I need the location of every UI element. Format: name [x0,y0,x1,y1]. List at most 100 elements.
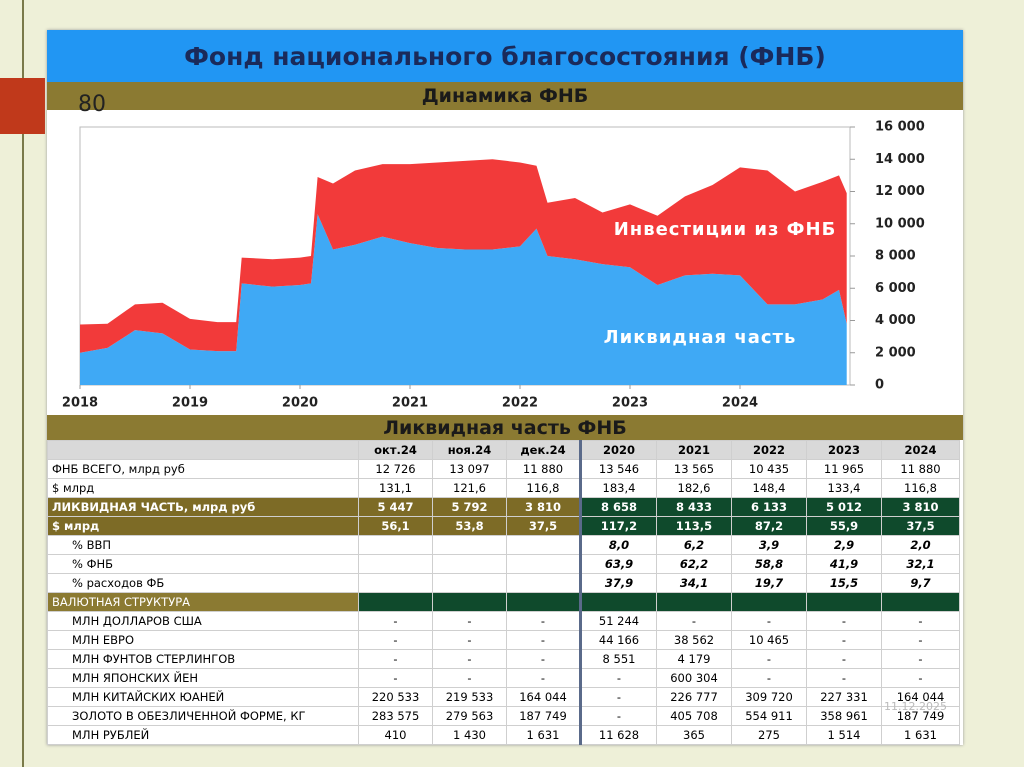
table-cell: 5 447 [358,497,433,517]
table-cell: - [731,611,807,631]
table-cell: 34,1 [656,573,732,593]
row-label: $ млрд [47,516,359,536]
y-tick-label: 14 000 [875,152,925,167]
table-cell [806,592,882,612]
table-cell: 3,9 [731,535,807,555]
table-cell [506,554,581,574]
table-cell: 13 546 [579,459,657,479]
series-label: Инвестиции из ФНБ [613,219,837,240]
row-label: % ФНБ [47,554,359,574]
table-cell: 32,1 [881,554,960,574]
table-cell [579,592,657,612]
table-row: МЛН РУБЛЕЙ 410 1 430 1 631 11 628 365 275 1 514… [47,725,960,745]
header-cell: 2021 [656,440,732,460]
table-cell: 9,7 [881,573,960,593]
table-cell: - [506,668,581,688]
header-cell: 2024 [881,440,960,460]
table-cell: 11 880 [506,459,581,479]
x-tick-label: 2018 [62,396,98,411]
table-cell: 116,8 [881,478,960,498]
table-cell: 1 631 [506,725,581,745]
table-cell: 133,4 [806,478,882,498]
row-label: % расходов ФБ [47,573,359,593]
table-cell: 365 [656,725,732,745]
table-row: МЛН ЕВРО - - -44 166 38 562 10 465- - [47,630,960,650]
header-cell: 2022 [731,440,807,460]
table-cell [432,592,507,612]
table-row: $ млрд 131,1 121,6 116,8 183,4 182,6 148,4 133,… [47,478,960,498]
table-cell [506,573,581,593]
table-cell: 113,5 [656,516,732,536]
table-cell: 187 749 [506,706,581,726]
accent-block [0,78,45,134]
header-cell: окт.24 [358,440,433,460]
table-cell: - [881,668,960,688]
header-cell: дек.24 [506,440,581,460]
y-tick-label: 6 000 [875,281,916,296]
row-label: МЛН ДОЛЛАРОВ США [47,611,359,631]
table-row: ЛИКВИДНАЯ ЧАСТЬ, млрд руб 5 447 5 792 3 810… [47,497,960,517]
table-cell: - [432,649,507,669]
table-row: МЛН ФУНТОВ СТЕРЛИНГОВ - - -8 551 4 179- - - [47,649,960,669]
table-cell: 227 331 [806,687,882,707]
table-cell: - [432,668,507,688]
table-cell: 38 562 [656,630,732,650]
table-cell [506,592,581,612]
header-row: окт.24 ноя.24 дек.24 2020 2021 2022 2023 2024 [47,440,960,460]
table-cell: 37,9 [579,573,657,593]
table-cell: 131,1 [358,478,433,498]
table-cell: 148,4 [731,478,807,498]
table-row: ФНБ ВСЕГО, млрд руб 12 726 13 097 11 880 13 … [47,459,960,479]
table-cell: - [806,649,882,669]
table-row: МЛН КИТАЙСКИХ ЮАНЕЙ 220 533 219 533 164 044… [47,687,960,707]
y-tick-label: 2 000 [875,345,916,360]
table-cell [358,573,433,593]
row-label: ЗОЛОТО В ОБЕЗЛИЧЕННОЙ ФОРМЕ, КГ [47,706,359,726]
table-row: % ВВП 8,0 6,2 3,9 2,9 2,0 [47,535,960,555]
table-cell: 8 551 [579,649,657,669]
table-row: ВАЛЮТНАЯ СТРУКТУРА [47,592,960,612]
series-label: Ликвидная часть [603,327,797,348]
table-cell: 275 [731,725,807,745]
row-label: МЛН КИТАЙСКИХ ЮАНЕЙ [47,687,359,707]
table-cell: 8,0 [579,535,657,555]
table-cell: 51 244 [579,611,657,631]
table-cell: 2,0 [881,535,960,555]
table-cell: - [358,649,433,669]
table-cell: 56,1 [358,516,433,536]
table-cell: 3 810 [506,497,581,517]
table-cell: - [506,630,581,650]
y-tick-label: 12 000 [875,184,925,199]
row-label: МЛН ЯПОНСКИХ ЙЕН [47,668,359,688]
table-cell: - [806,630,882,650]
table-cell: 1 631 [881,725,960,745]
table-cell: 13 565 [656,459,732,479]
table-cell: 121,6 [432,478,507,498]
table-cell: - [881,630,960,650]
table-cell [432,554,507,574]
table-cell: - [506,611,581,631]
slide-number: 80 [78,92,106,117]
table-cell: - [432,630,507,650]
x-tick-label: 2019 [172,396,208,411]
table-cell: 12 726 [358,459,433,479]
table-cell: 219 533 [432,687,507,707]
table-row: % ФНБ 63,9 62,2 58,8 41,9 32,1 [47,554,960,574]
x-tick-label: 2024 [722,396,758,411]
table-cell: 600 304 [656,668,732,688]
table-cell [358,554,433,574]
area [80,214,847,385]
table-cell: 37,5 [881,516,960,536]
chart-title: Динамика ФНБ [47,82,963,110]
table-cell: 182,6 [656,478,732,498]
side-stripe [0,0,24,767]
data-table: окт.24 ноя.24 дек.24 2020 2021 2022 2023 2024 ФН… [47,440,960,745]
table-cell: - [579,706,657,726]
table-cell: - [731,668,807,688]
table-cell: 11 965 [806,459,882,479]
table-cell: 1 430 [432,725,507,745]
table-cell [432,535,507,555]
slide-title: Фонд национального благосостояния (ФНБ) [47,30,963,82]
table-cell: 15,5 [806,573,882,593]
